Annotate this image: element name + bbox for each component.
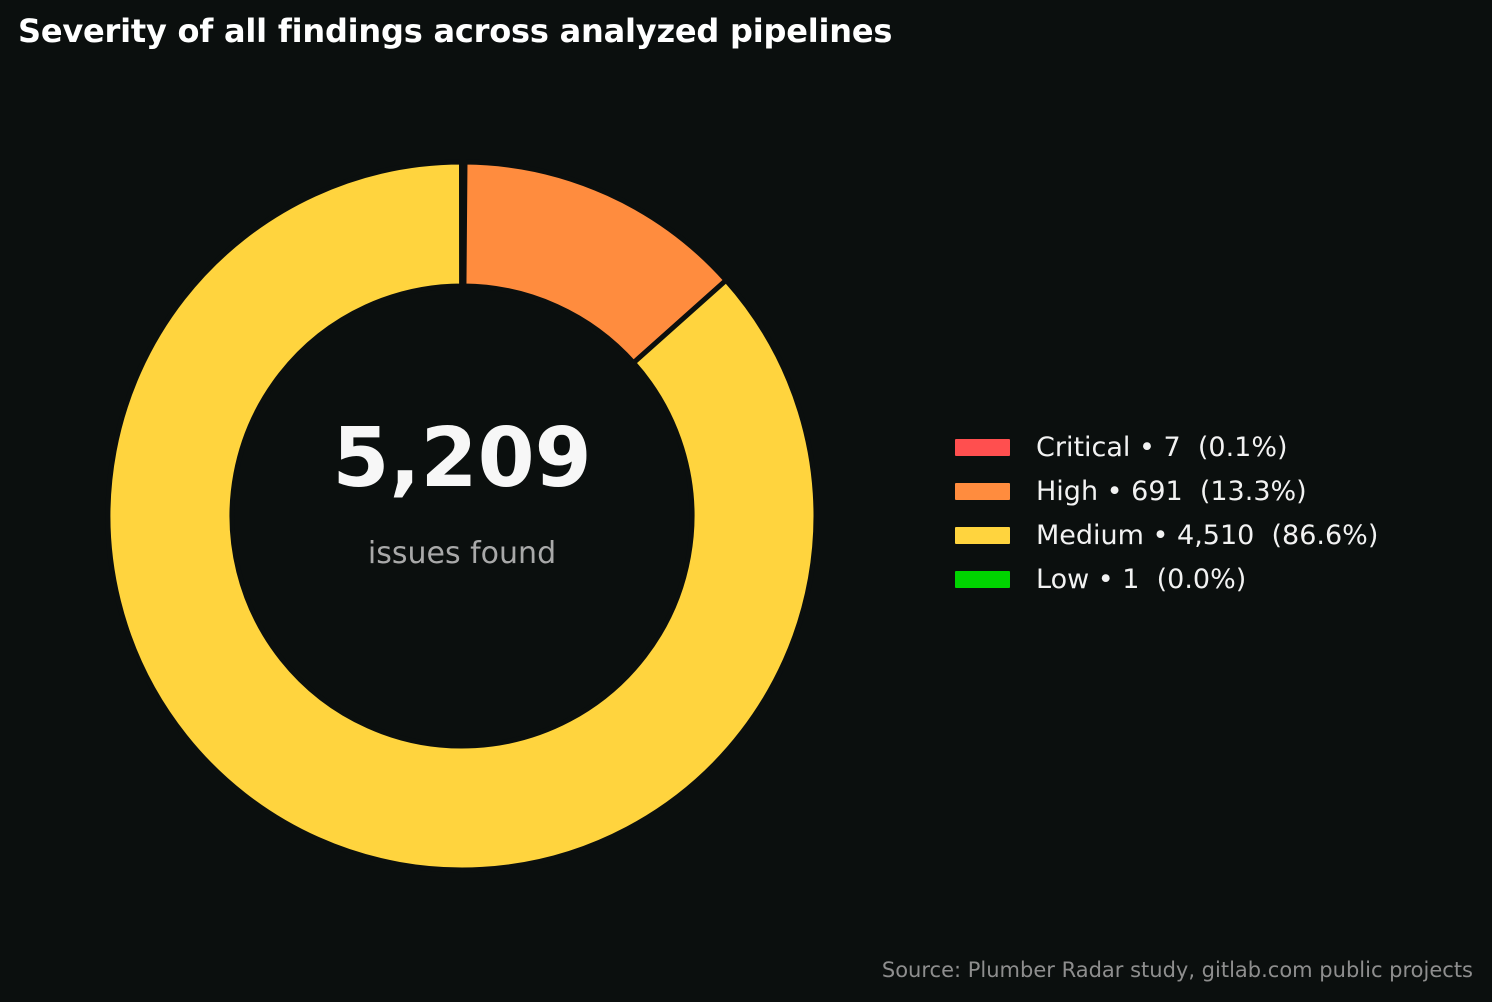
chart-title: Severity of all findings across analyzed… — [18, 12, 893, 50]
legend-swatch-low — [955, 571, 1010, 588]
total-issues-label: issues found — [367, 536, 557, 571]
donut-slice-medium — [105, 159, 819, 873]
total-issues-value: 5,209 — [332, 411, 592, 506]
legend-label-medium: Medium • 4,510 (86.6%) — [1036, 520, 1379, 551]
legend-swatch-critical — [955, 439, 1010, 456]
legend-label-low: Low • 1 (0.0%) — [1036, 564, 1247, 595]
legend-swatch-medium — [955, 527, 1010, 544]
legend-label-critical: Critical • 7 (0.1%) — [1036, 432, 1288, 463]
source-note: Source: Plumber Radar study, gitlab.com … — [881, 958, 1473, 982]
legend-label-high: High • 691 (13.3%) — [1036, 476, 1307, 507]
legend-swatch-high — [955, 483, 1010, 500]
